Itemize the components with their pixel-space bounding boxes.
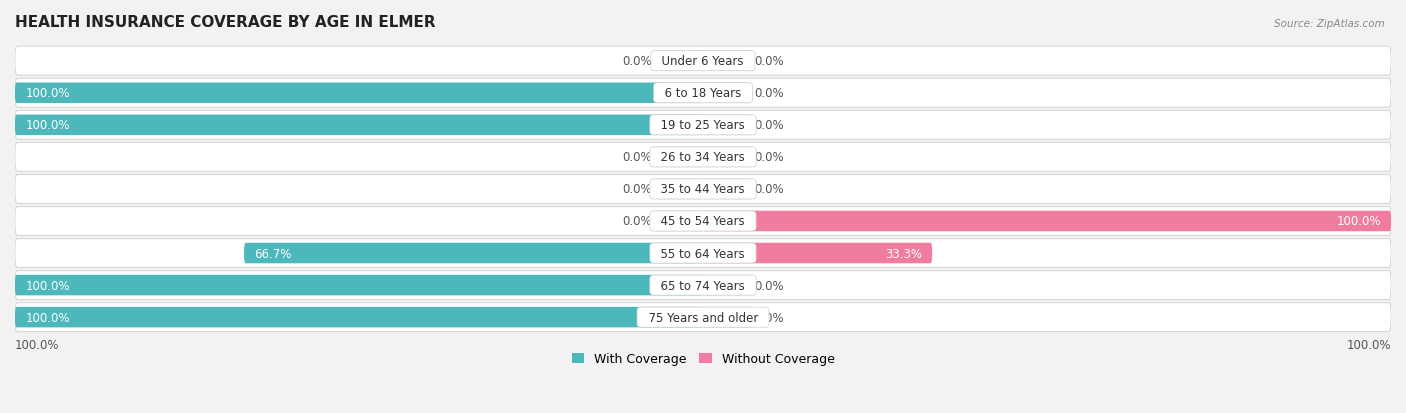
Text: 100.0%: 100.0% [15, 338, 59, 351]
FancyBboxPatch shape [15, 275, 703, 296]
Text: 26 to 34 Years: 26 to 34 Years [654, 151, 752, 164]
Text: 100.0%: 100.0% [25, 311, 70, 324]
Text: 0.0%: 0.0% [755, 151, 785, 164]
Text: Source: ZipAtlas.com: Source: ZipAtlas.com [1274, 19, 1385, 28]
Text: 19 to 25 Years: 19 to 25 Years [654, 119, 752, 132]
Text: 0.0%: 0.0% [621, 151, 651, 164]
FancyBboxPatch shape [15, 207, 1391, 236]
Text: 100.0%: 100.0% [25, 119, 70, 132]
Text: 65 to 74 Years: 65 to 74 Years [654, 279, 752, 292]
FancyBboxPatch shape [703, 275, 751, 296]
Text: 0.0%: 0.0% [621, 183, 651, 196]
FancyBboxPatch shape [245, 243, 703, 263]
Text: 0.0%: 0.0% [755, 87, 785, 100]
FancyBboxPatch shape [15, 239, 1391, 268]
Text: 6 to 18 Years: 6 to 18 Years [657, 87, 749, 100]
Text: 100.0%: 100.0% [1336, 215, 1381, 228]
Text: 0.0%: 0.0% [755, 279, 785, 292]
Text: 0.0%: 0.0% [621, 215, 651, 228]
Text: 0.0%: 0.0% [755, 119, 785, 132]
Text: 100.0%: 100.0% [25, 87, 70, 100]
FancyBboxPatch shape [15, 47, 1391, 76]
Text: HEALTH INSURANCE COVERAGE BY AGE IN ELMER: HEALTH INSURANCE COVERAGE BY AGE IN ELME… [15, 15, 436, 30]
FancyBboxPatch shape [15, 111, 1391, 140]
FancyBboxPatch shape [15, 115, 703, 136]
Text: 0.0%: 0.0% [621, 55, 651, 68]
FancyBboxPatch shape [703, 147, 751, 168]
FancyBboxPatch shape [703, 115, 751, 136]
FancyBboxPatch shape [703, 51, 751, 72]
FancyBboxPatch shape [15, 307, 703, 328]
FancyBboxPatch shape [703, 83, 751, 104]
FancyBboxPatch shape [15, 83, 703, 104]
Text: 100.0%: 100.0% [25, 279, 70, 292]
FancyBboxPatch shape [15, 175, 1391, 204]
FancyBboxPatch shape [703, 179, 751, 200]
Text: Under 6 Years: Under 6 Years [655, 55, 751, 68]
Text: 0.0%: 0.0% [755, 55, 785, 68]
FancyBboxPatch shape [703, 211, 1391, 232]
Legend: With Coverage, Without Coverage: With Coverage, Without Coverage [567, 348, 839, 370]
Text: 66.7%: 66.7% [254, 247, 292, 260]
FancyBboxPatch shape [655, 147, 703, 168]
FancyBboxPatch shape [703, 243, 932, 263]
FancyBboxPatch shape [15, 143, 1391, 172]
Text: 35 to 44 Years: 35 to 44 Years [654, 183, 752, 196]
Text: 100.0%: 100.0% [1347, 338, 1391, 351]
FancyBboxPatch shape [655, 211, 703, 232]
Text: 45 to 54 Years: 45 to 54 Years [654, 215, 752, 228]
FancyBboxPatch shape [703, 307, 751, 328]
FancyBboxPatch shape [655, 51, 703, 72]
Text: 0.0%: 0.0% [755, 183, 785, 196]
Text: 75 Years and older: 75 Years and older [641, 311, 765, 324]
FancyBboxPatch shape [15, 271, 1391, 300]
FancyBboxPatch shape [655, 179, 703, 200]
Text: 55 to 64 Years: 55 to 64 Years [654, 247, 752, 260]
FancyBboxPatch shape [15, 303, 1391, 332]
Text: 0.0%: 0.0% [755, 311, 785, 324]
Text: 33.3%: 33.3% [884, 247, 922, 260]
FancyBboxPatch shape [15, 79, 1391, 108]
